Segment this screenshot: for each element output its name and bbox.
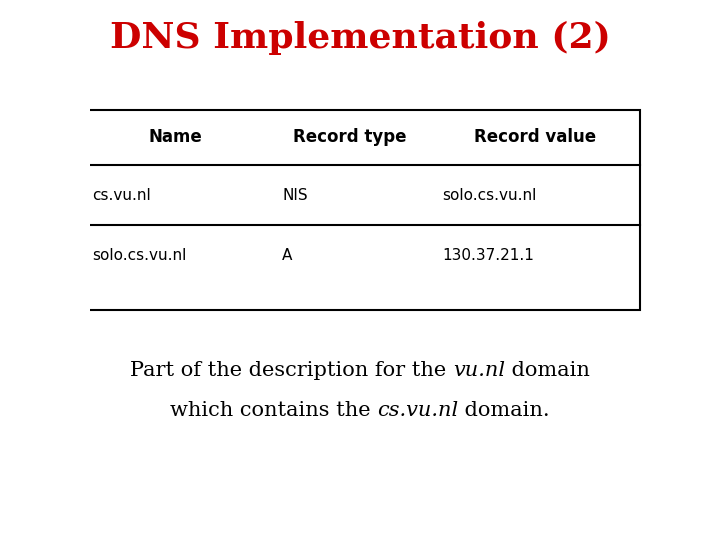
Text: solo.cs.vu.nl: solo.cs.vu.nl bbox=[92, 247, 186, 262]
Text: domain.: domain. bbox=[459, 401, 550, 420]
Text: vu.nl: vu.nl bbox=[453, 361, 505, 380]
Text: Name: Name bbox=[148, 129, 202, 146]
Text: 130.37.21.1: 130.37.21.1 bbox=[442, 247, 534, 262]
Text: Record type: Record type bbox=[293, 129, 407, 146]
Text: A: A bbox=[282, 247, 292, 262]
Text: domain: domain bbox=[505, 361, 590, 380]
Text: which contains the: which contains the bbox=[170, 401, 377, 420]
Text: cs.vu.nl: cs.vu.nl bbox=[92, 187, 150, 202]
Text: NIS: NIS bbox=[282, 187, 307, 202]
Text: Part of the description for the: Part of the description for the bbox=[130, 361, 453, 380]
Text: DNS Implementation (2): DNS Implementation (2) bbox=[109, 21, 611, 55]
Text: Record value: Record value bbox=[474, 129, 596, 146]
Text: cs.vu.nl: cs.vu.nl bbox=[377, 401, 459, 420]
Text: solo.cs.vu.nl: solo.cs.vu.nl bbox=[442, 187, 536, 202]
